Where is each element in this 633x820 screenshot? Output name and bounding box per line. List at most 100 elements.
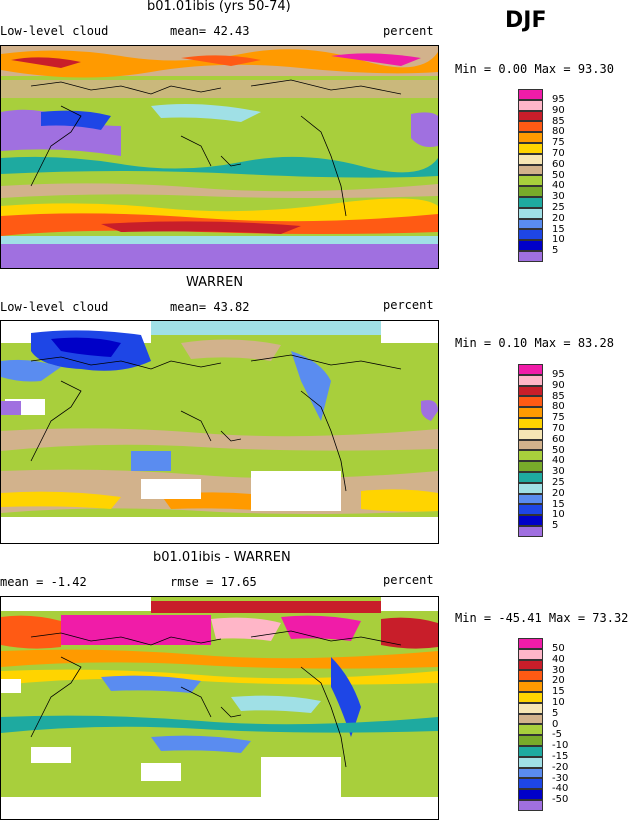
panel2-colorbar-swatch (518, 385, 543, 397)
panel1-colorbar-label: 85 (552, 115, 565, 127)
panel2-colorbar-swatch (518, 374, 543, 386)
panel1-title: b01.01ibis (yrs 50-74) (147, 0, 291, 14)
panel3-colorbar-label: 50 (552, 643, 565, 654)
panel3-colorbar-swatch (518, 800, 543, 811)
panel3-colorbar-swatch (518, 638, 543, 649)
panel1-colorbar-swatch (518, 197, 543, 208)
panel1-minmax: Min = 0.00 Max = 93.30 (455, 62, 614, 76)
panel3-colorbar-swatch (518, 692, 543, 703)
panel1-colorbar-label: 80 (552, 126, 565, 138)
panel2-colorbar-label: 50 (552, 444, 565, 456)
panel1-colorbar-label: 5 (552, 245, 559, 257)
panel3-colorbar-label: -5 (552, 729, 562, 741)
panel3-colorbar-label: -40 (552, 783, 569, 795)
panel1-colorbar-swatch (518, 164, 543, 176)
panel2-colorbar-swatch (518, 407, 543, 418)
panel3-colorbar-label: 15 (552, 686, 565, 698)
panel3-colorbar-label: 20 (552, 675, 565, 687)
panel1-colorbar-swatch (518, 175, 543, 187)
panel3-title: b01.01ibis - WARREN (153, 550, 291, 565)
panel1-map (0, 45, 439, 269)
panel2-map-field (1, 321, 438, 543)
panel1-colorbar-label: 25 (552, 202, 565, 213)
panel3-colorbar-swatch (518, 648, 543, 660)
panel1-colorbar-swatch (518, 153, 543, 165)
panel1-mean-label: mean= 42.43 (170, 24, 250, 38)
panel3-minmax: Min = -45.41 Max = 73.32 (455, 611, 629, 625)
panel3-colorbar-label: -20 (552, 761, 569, 773)
panel2-map (0, 320, 439, 544)
panel3-colorbar-label: 40 (552, 653, 565, 665)
panel2-minmax: Min = 0.10 Max = 83.28 (455, 336, 614, 350)
panel3-colorbar-label: 0 (552, 718, 559, 730)
panel2-colorbar-swatch (518, 493, 543, 505)
panel3-colorbar-label: 10 (552, 697, 565, 708)
panel2-colorbar-swatch (518, 364, 543, 375)
panel3-colorbar-swatch (518, 735, 543, 746)
panel3-colorbar-label: -10 (552, 740, 569, 752)
panel2-colorbar-label: 85 (552, 390, 565, 402)
panel1-colorbar-label: 75 (552, 137, 565, 149)
panel2-colorbar-swatch (518, 504, 543, 516)
panel3-units-label: percent (383, 573, 434, 587)
panel1-colorbar-label: 40 (552, 180, 565, 192)
panel3-colorbar-swatch (518, 681, 543, 692)
panel3-colorbar-swatch (518, 778, 543, 790)
panel1-colorbar-label: 50 (552, 169, 565, 181)
panel2-colorbar-swatch (518, 428, 543, 440)
panel2-colorbar-label: 60 (552, 433, 565, 445)
panel1-map-field (1, 46, 438, 268)
panel1-colorbar-swatch (518, 229, 543, 241)
panel3-colorbar-label: -15 (552, 751, 569, 762)
panel1-colorbar-swatch (518, 143, 543, 154)
panel3-colorbar-label: 5 (552, 707, 559, 719)
panel3-colorbar-label: -30 (552, 772, 569, 784)
panel3-colorbar-label: -50 (552, 794, 569, 806)
panel1-colorbar-swatch (518, 110, 543, 122)
panel1-colorbar-label: 60 (552, 158, 565, 170)
panel2-colorbar-swatch (518, 515, 543, 526)
panel1-colorbar-swatch (518, 121, 543, 133)
panel1-colorbar-label: 10 (552, 234, 565, 246)
panel1-colorbar-label: 95 (552, 94, 565, 105)
panel2-title: WARREN (186, 275, 244, 290)
panel1-colorbar-swatch (518, 207, 543, 219)
panel1-colorbar-label: 15 (552, 223, 565, 235)
panel3-colorbar-swatch (518, 724, 543, 736)
panel1-variable-label: Low-level cloud (0, 24, 109, 38)
panel3-colorbar-swatch (518, 756, 543, 768)
panel1-colorbar: 95 90 85 80 75 70 60 50 40 30 25 20 15 1… (518, 89, 598, 262)
panel2-units-label: percent (383, 298, 434, 312)
panel1-colorbar-label: 20 (552, 212, 565, 224)
panel1-colorbar-label: 30 (552, 191, 565, 203)
panel3-colorbar-swatch (518, 713, 543, 725)
panel2-colorbar-label: 40 (552, 455, 565, 467)
panel2-colorbar-label: 15 (552, 498, 565, 510)
panel2-colorbar-swatch (518, 526, 543, 537)
panel2-colorbar-label: 90 (552, 379, 565, 391)
panel1-units-label: percent (383, 24, 434, 38)
panel2-colorbar-label: 70 (552, 423, 565, 434)
panel2-colorbar-label: 20 (552, 487, 565, 499)
panel2-colorbar-swatch (518, 396, 543, 408)
panel3-colorbar: 50 40 30 20 15 10 5 0 -5 -10 -15 -20 -30… (518, 638, 598, 812)
panel2-colorbar-label: 10 (552, 509, 565, 521)
panel1-colorbar-swatch (518, 132, 543, 143)
panel2-colorbar-swatch (518, 461, 543, 472)
panel3-colorbar-swatch (518, 702, 543, 714)
panel2-colorbar-swatch (518, 472, 543, 483)
panel2-colorbar-label: 95 (552, 369, 565, 380)
panel1-colorbar-swatch (518, 218, 543, 230)
panel3-map-field (1, 597, 438, 818)
panel3-colorbar-swatch (518, 789, 543, 800)
panel3-colorbar-swatch (518, 670, 543, 682)
panel2-variable-label: Low-level cloud (0, 300, 109, 314)
panel3-mean-label: mean = -1.42 (0, 575, 87, 589)
panel1-colorbar-swatch (518, 186, 543, 197)
panel1-colorbar-swatch (518, 240, 543, 251)
season-label: DJF (505, 8, 547, 33)
panel1-colorbar-swatch (518, 89, 543, 100)
panel2-colorbar-swatch (518, 482, 543, 494)
panel3-map (0, 596, 439, 820)
panel2-colorbar-label: 25 (552, 477, 565, 488)
